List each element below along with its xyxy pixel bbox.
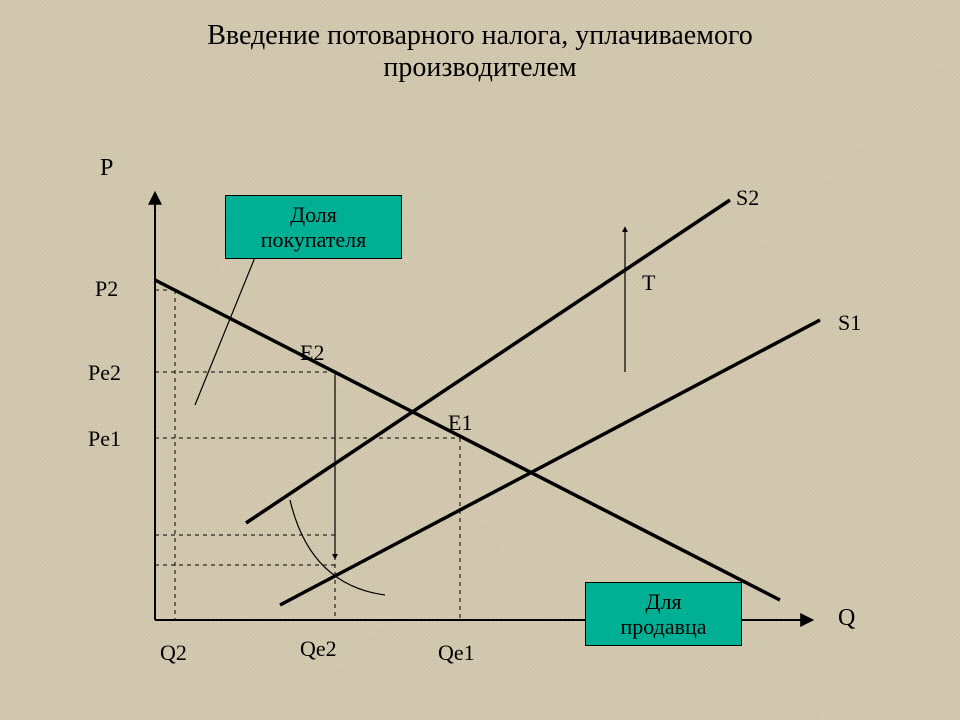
buyer-share-box: Доля покупателя [225, 195, 402, 259]
diagram-stage: Введение потоварного налога, уплачиваемо… [0, 0, 960, 720]
title-line2: производителем [383, 52, 576, 83]
demand-curve [155, 280, 780, 600]
label-q2: Q2 [160, 640, 187, 666]
supply-curve-s1 [280, 320, 820, 605]
diagram-svg [0, 0, 960, 720]
axis-label-p: P [100, 155, 113, 182]
seller-share-pointer [290, 500, 385, 595]
label-p2: P2 [95, 276, 118, 302]
label-e1: E1 [448, 410, 472, 436]
label-qe2: Qe2 [300, 636, 337, 662]
label-qe1: Qe1 [438, 640, 475, 666]
label-e2: E2 [300, 340, 324, 366]
buyer-share-pointer [195, 245, 260, 405]
label-t: T [642, 270, 655, 296]
label-pe1: Pe1 [88, 426, 121, 452]
seller-share-box: Для продавца [585, 582, 742, 646]
title: Введение потоварного налога, уплачиваемо… [0, 20, 960, 84]
label-pe2: Pe2 [88, 360, 121, 386]
title-line1: Введение потоварного налога, уплачиваемо… [207, 20, 752, 51]
label-s2: S2 [736, 185, 759, 211]
axis-label-q: Q [838, 605, 855, 632]
label-s1: S1 [838, 310, 861, 336]
